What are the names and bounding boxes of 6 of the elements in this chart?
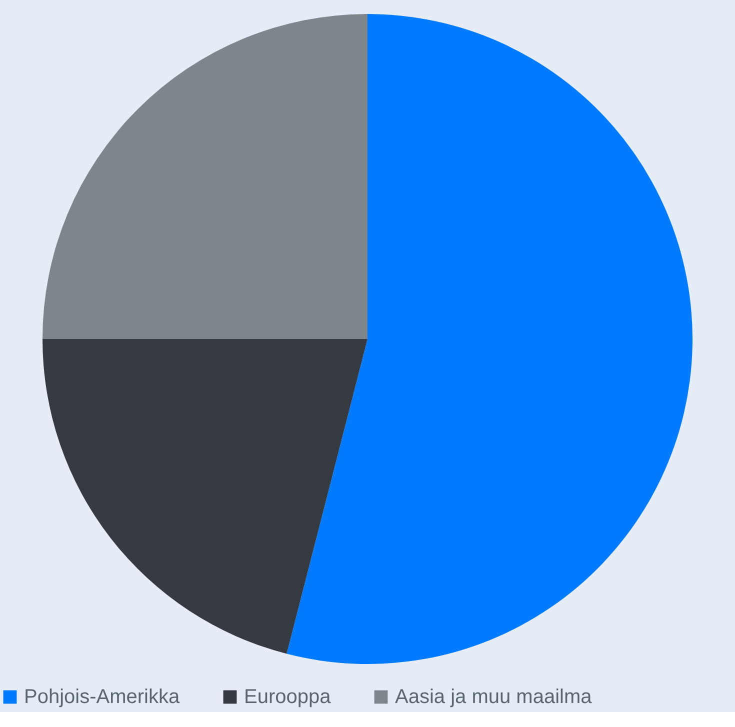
legend-label: Pohjois-Amerikka	[24, 686, 180, 708]
pie-slice	[42, 339, 368, 654]
pie-slice	[42, 14, 368, 339]
pie-slice	[286, 14, 692, 664]
legend-label: Aasia ja muu maailma	[395, 686, 593, 708]
legend-label: Eurooppa	[244, 686, 332, 708]
